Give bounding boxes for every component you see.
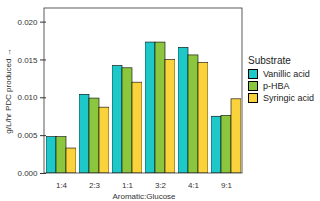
html-text:Vanillic acid: Vanillic acid <box>263 69 310 79</box>
html-text:Substrate: Substrate <box>248 55 291 66</box>
html-text:Syringic acid: Syringic acid <box>263 93 314 103</box>
svg-text:0.005: 0.005 <box>17 131 38 140</box>
svg-text:g/L/hr PDC produced →: g/L/hr PDC produced → <box>4 48 13 133</box>
svg-text:4:1: 4:1 <box>188 181 200 190</box>
html-text:p-HBA: p-HBA <box>263 81 290 91</box>
svg-text:9:1: 9:1 <box>221 181 233 190</box>
svg-text:1:1: 1:1 <box>122 181 134 190</box>
svg-text:0.010: 0.010 <box>17 93 38 102</box>
svg-text:1:4: 1:4 <box>56 181 68 190</box>
svg-text:0.020: 0.020 <box>17 18 38 27</box>
svg-text:3:2: 3:2 <box>155 181 167 190</box>
svg-text:0.000: 0.000 <box>17 169 38 178</box>
svg-text:Aromatic:Glucose: Aromatic:Glucose <box>112 192 176 201</box>
svg-text:0.015: 0.015 <box>17 56 38 65</box>
svg-text:2:3: 2:3 <box>89 181 101 190</box>
